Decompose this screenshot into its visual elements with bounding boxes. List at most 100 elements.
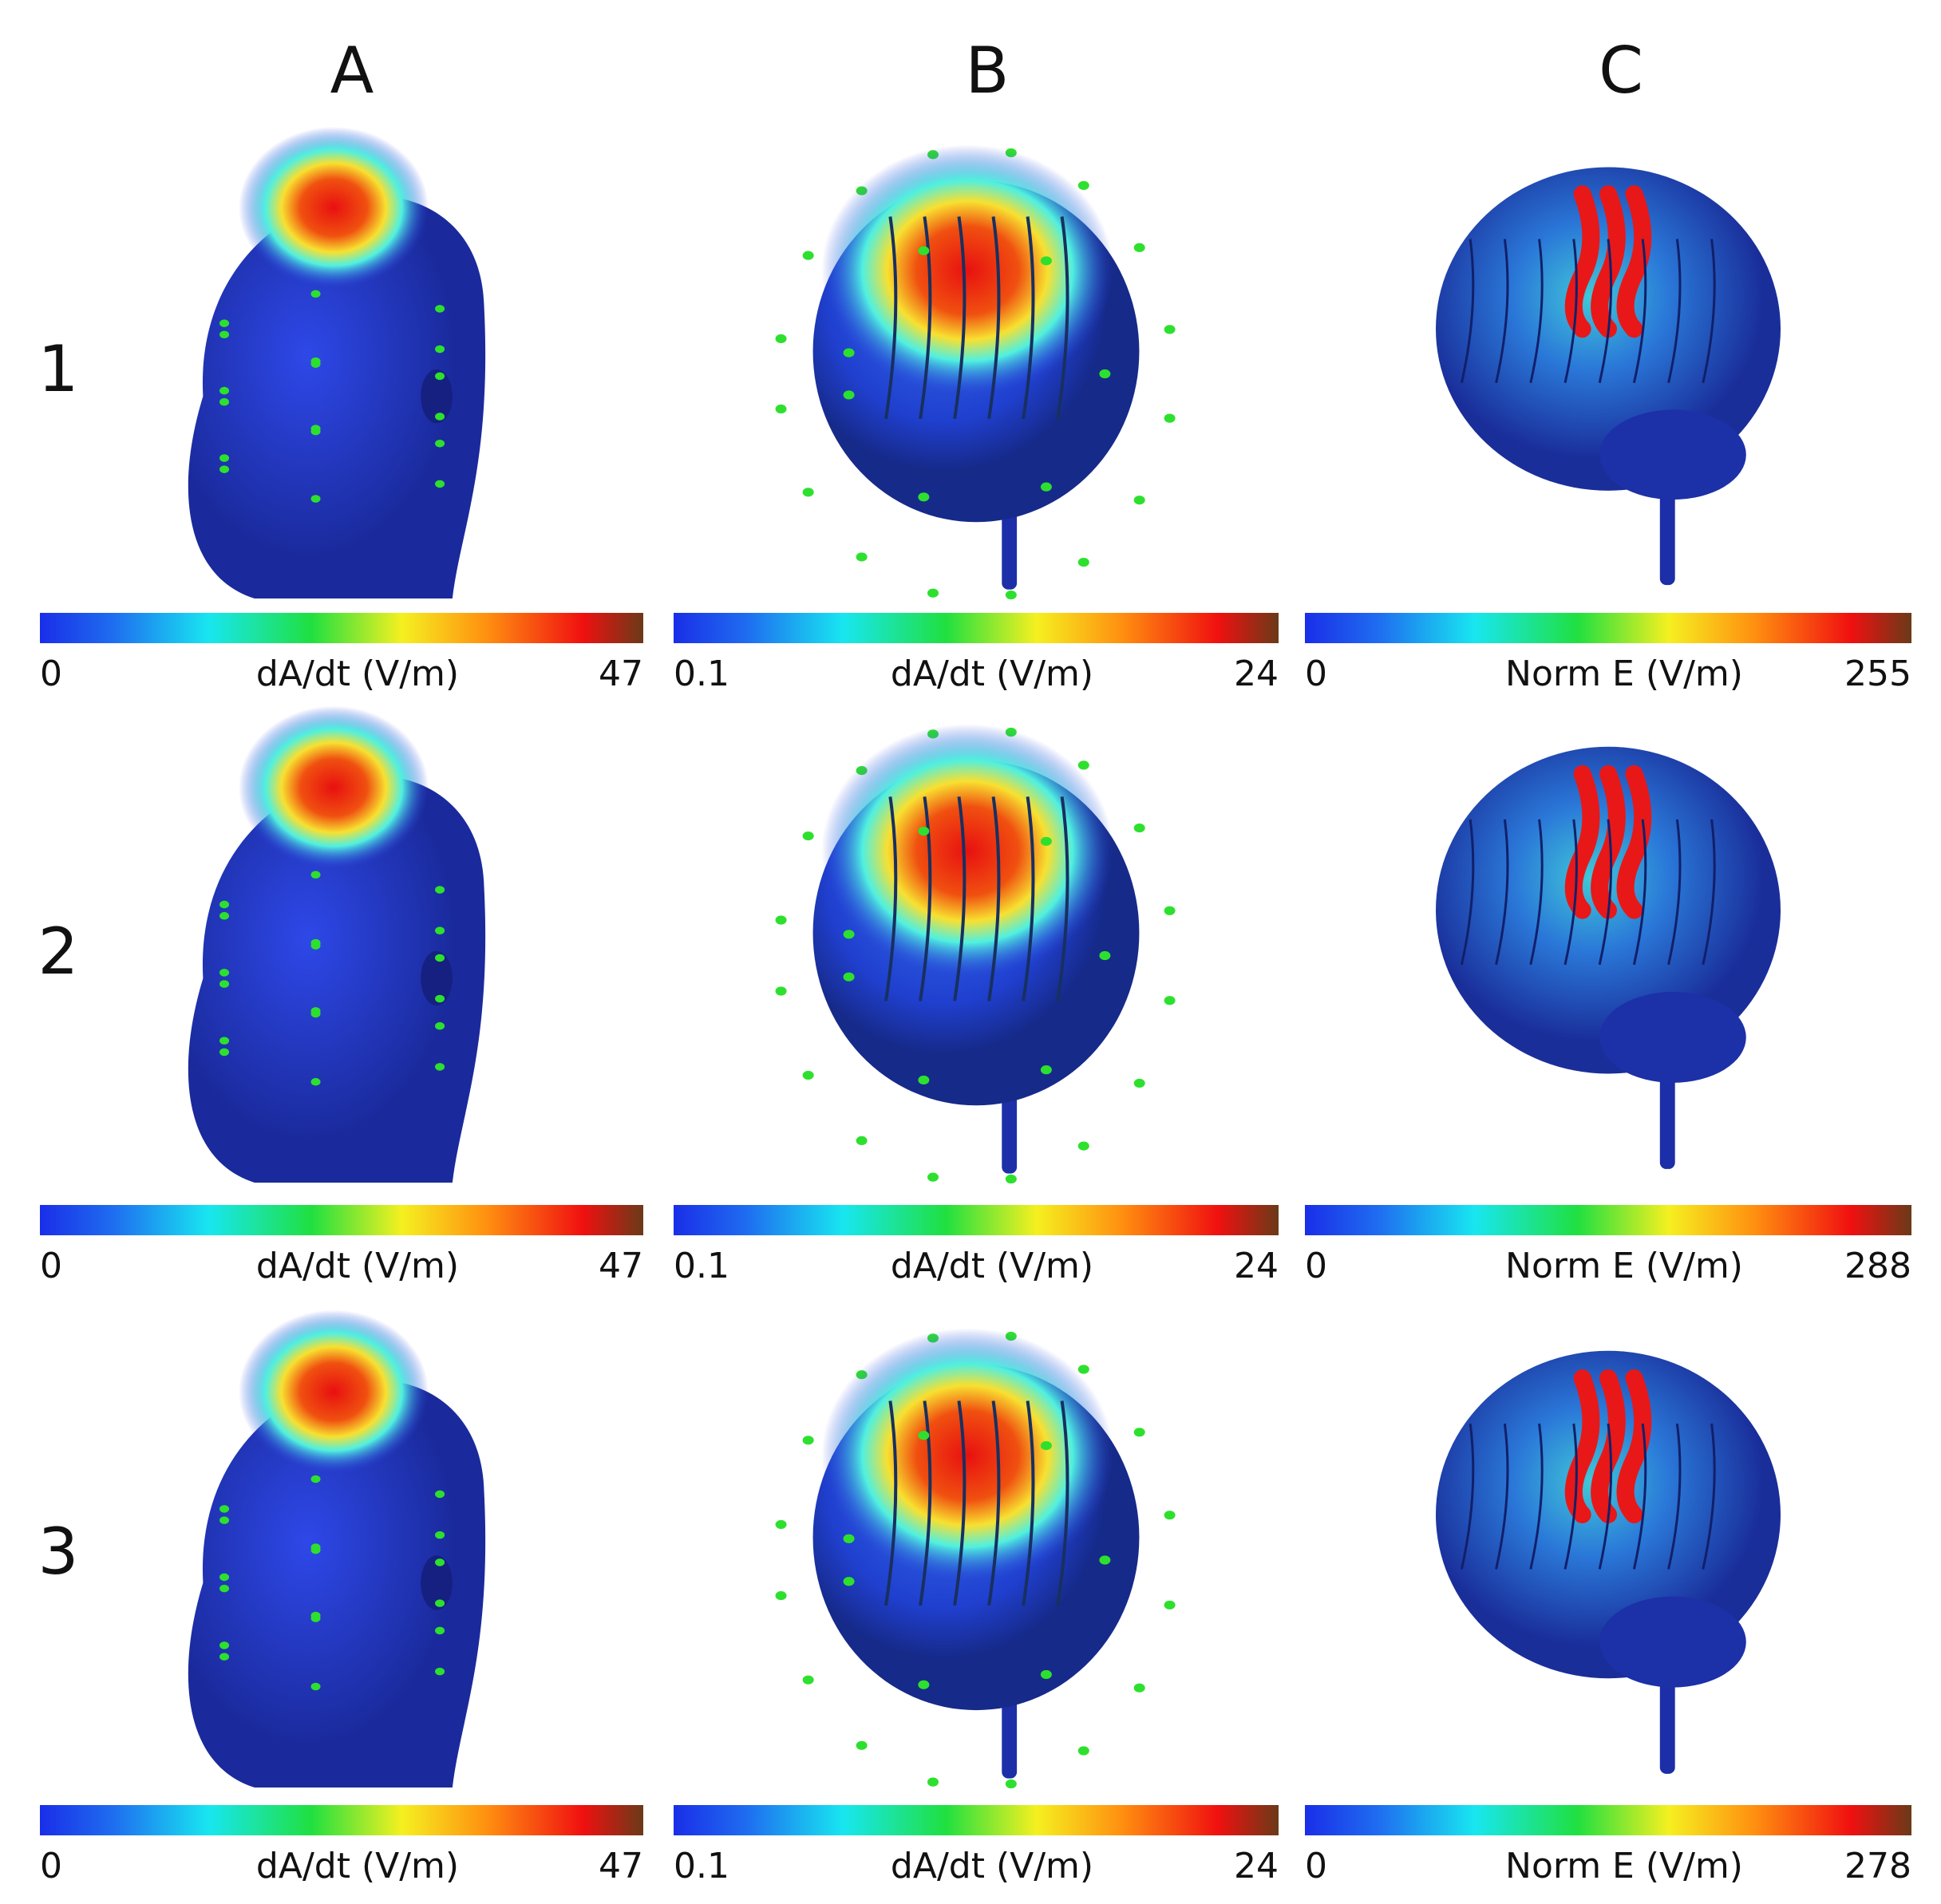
electrode <box>1077 1141 1089 1151</box>
electrode <box>435 305 445 313</box>
electrode <box>219 1584 230 1593</box>
electrode <box>856 1740 868 1750</box>
colorbar-max: 47 <box>599 654 643 694</box>
electrode <box>1133 1428 1145 1437</box>
electrode <box>310 357 321 365</box>
electrode <box>435 413 445 421</box>
colorbar <box>674 1205 1279 1235</box>
colorbar <box>40 1205 643 1235</box>
colorbar-label: dA/dt (V/m) <box>891 1246 1093 1286</box>
electrode <box>927 1172 939 1182</box>
electrode <box>219 969 230 977</box>
electrode <box>1164 906 1176 915</box>
panel: 0 Norm E (V/m) 288 <box>1305 746 1911 1286</box>
column-label: C <box>1599 34 1643 108</box>
electrode <box>435 1531 445 1539</box>
ear <box>421 1555 453 1610</box>
colorbar <box>1305 1205 1911 1235</box>
column-labels: A B C <box>330 34 1643 108</box>
electrode <box>310 1682 321 1691</box>
electrode <box>927 1777 939 1787</box>
sulcus <box>1667 239 1682 384</box>
electrode <box>775 1590 787 1601</box>
column-label: A <box>330 34 374 108</box>
electrode <box>1133 243 1145 252</box>
electrode <box>1077 1746 1089 1756</box>
sulcus <box>919 796 932 1001</box>
electrode <box>435 372 445 381</box>
electrode <box>1040 1065 1052 1075</box>
electrode <box>219 980 230 988</box>
panel: 0 dA/dt (V/m) 47 <box>40 1309 643 1886</box>
electrode <box>775 334 787 344</box>
sulcus <box>987 1400 1001 1606</box>
sulcus <box>1563 239 1578 384</box>
sulcus <box>1702 1423 1716 1570</box>
sulcus <box>884 1400 898 1606</box>
electrode <box>219 1037 230 1045</box>
electrode <box>219 1505 230 1513</box>
hot-gyrus <box>1616 1369 1652 1523</box>
sulcus <box>1702 819 1716 966</box>
electrode <box>927 588 939 598</box>
sulcus <box>1598 239 1613 384</box>
colorbar-min: 0 <box>40 1846 62 1886</box>
sulcus <box>1563 1423 1578 1570</box>
electrode <box>219 1653 230 1661</box>
electrode <box>219 330 230 339</box>
colorbar-min: 0.1 <box>674 1246 729 1286</box>
hot-gyrus <box>1591 764 1626 919</box>
sulcus <box>987 216 1001 420</box>
electrode <box>1040 482 1052 492</box>
electrode <box>435 345 445 354</box>
electrode <box>1077 180 1089 191</box>
sulcus <box>919 1400 932 1606</box>
ear <box>421 950 453 1006</box>
electrode <box>435 1490 445 1499</box>
hotspot <box>821 144 1114 397</box>
hotspot <box>239 705 429 870</box>
sulcus <box>1632 819 1647 966</box>
electrode <box>310 938 321 947</box>
colorbar-min: 0 <box>40 1246 62 1286</box>
electrode <box>435 1021 445 1030</box>
sulcus <box>1529 1423 1544 1570</box>
colorbar-min: 0 <box>1305 1246 1327 1286</box>
colorbar-label: dA/dt (V/m) <box>891 1846 1093 1886</box>
row-label: 2 <box>38 914 79 989</box>
electrode <box>1164 1600 1176 1610</box>
electrode <box>802 488 814 497</box>
panel: 0.1 dA/dt (V/m) 24 <box>674 1328 1279 1886</box>
colorbar-max: 278 <box>1844 1846 1911 1886</box>
hotspot <box>239 126 429 289</box>
electrode <box>219 386 230 395</box>
colorbar-min: 0 <box>1305 1846 1327 1886</box>
sulcus <box>1529 239 1544 384</box>
sulcus <box>1495 239 1509 384</box>
colorbar-label: dA/dt (V/m) <box>256 654 459 694</box>
sulcus <box>1598 1423 1613 1570</box>
electrode <box>802 1070 814 1080</box>
electrode <box>1164 996 1176 1005</box>
sulcus <box>987 796 1001 1001</box>
electrode <box>1164 325 1176 334</box>
electrode <box>435 1599 445 1607</box>
column-label: B <box>966 34 1010 108</box>
electrode <box>219 319 230 327</box>
colorbar-max: 24 <box>1234 1246 1279 1286</box>
sulcus <box>1667 1423 1682 1570</box>
colorbar-min: 0 <box>1305 654 1327 694</box>
electrode <box>843 930 855 939</box>
colorbar-max: 255 <box>1844 654 1911 694</box>
colorbar-label: dA/dt (V/m) <box>256 1246 459 1286</box>
row-label: 1 <box>38 332 79 406</box>
sulcus <box>1632 239 1647 384</box>
colorbar <box>1305 1805 1911 1835</box>
electrode <box>775 915 787 925</box>
electrode <box>1077 760 1089 770</box>
colorbar-label: dA/dt (V/m) <box>256 1846 459 1886</box>
colorbar-label: Norm E (V/m) <box>1505 1846 1743 1886</box>
sulcus <box>953 796 967 1001</box>
colorbar-max: 24 <box>1234 1846 1279 1886</box>
